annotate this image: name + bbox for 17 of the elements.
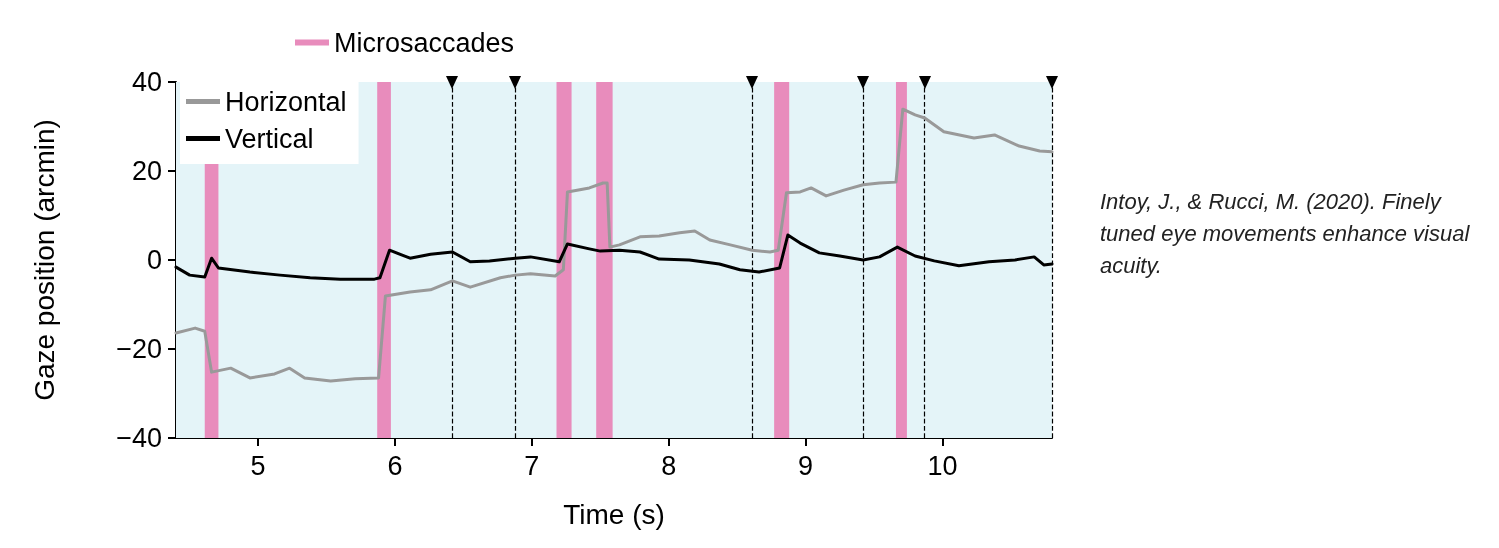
y-axis-title: Gaze position (arcmin) [28,119,60,401]
legend-label: Horizontal [225,86,347,117]
x-tick-label: 6 [387,450,403,481]
text: Intoy, J., & Rucci, M. (2020). Finely tuned eye movements enhance visual acuity. [1100,188,1476,278]
legend-label: Vertical [225,123,314,154]
legend-label: Microsaccades [334,27,515,58]
y-tick-label: −20 [116,334,162,364]
y-tick-label: 40 [131,67,162,97]
x-tick-label: 10 [927,450,958,481]
x-tick-label: 7 [524,450,540,481]
y-tick-label: 20 [131,156,162,186]
y-tick-label: −40 [116,423,162,453]
x-tick-label: 5 [250,450,266,481]
x-axis-title: Time (s) [563,498,665,530]
x-tick-label: 8 [661,450,677,481]
y-tick-label: 0 [146,245,162,275]
x-tick-label: 9 [798,450,814,481]
